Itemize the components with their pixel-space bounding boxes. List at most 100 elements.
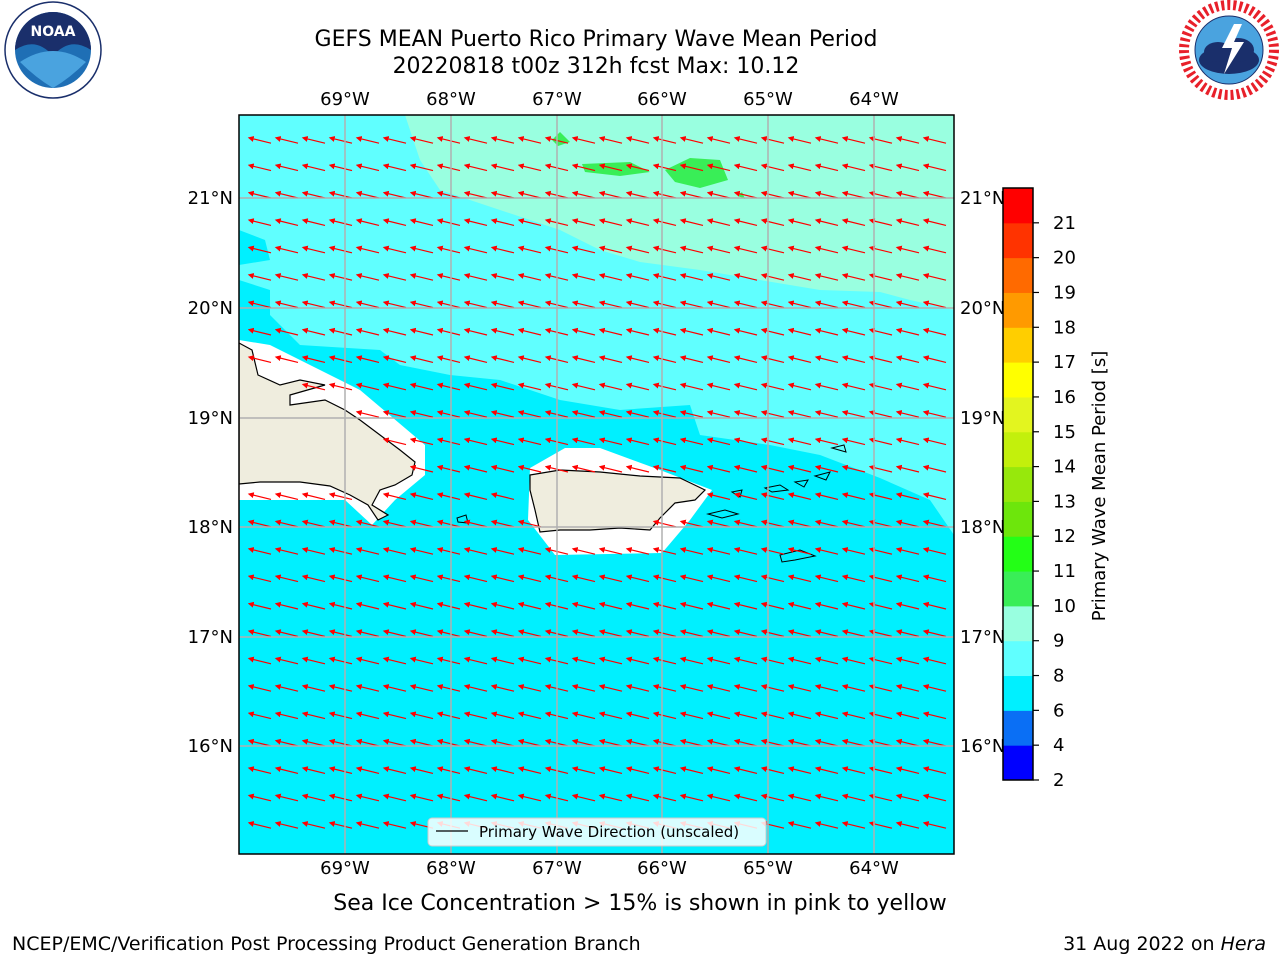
wave-direction-arrow	[787, 601, 812, 610]
wave-direction-arrow	[814, 355, 839, 363]
wave-direction-arrow	[868, 410, 893, 418]
wave-direction-arrow	[490, 218, 515, 226]
wave-direction-arrow	[382, 821, 407, 829]
wave-direction-arrow	[841, 355, 866, 363]
wave-direction-arrow	[841, 766, 866, 774]
wave-direction-arrow	[409, 684, 434, 692]
wave-direction-arrow	[625, 163, 650, 172]
wave-direction-arrow	[490, 684, 515, 692]
wave-direction-arrow	[625, 273, 650, 281]
wave-direction-arrow	[301, 245, 326, 254]
wave-direction-arrow	[571, 629, 596, 637]
wave-direction-arrow	[247, 300, 272, 309]
wave-direction-arrow	[625, 437, 650, 446]
wave-direction-arrow	[247, 136, 272, 144]
wave-direction-arrow	[247, 273, 272, 281]
wave-direction-arrow	[409, 245, 434, 254]
wave-direction-arrow	[571, 245, 596, 254]
wave-direction-arrow	[760, 245, 785, 254]
wave-direction-arrow	[490, 437, 515, 446]
wave-direction-arrow	[922, 711, 947, 720]
wave-direction-arrow	[409, 629, 434, 637]
wave-direction-arrow	[733, 382, 758, 391]
wave-direction-arrow	[517, 711, 542, 720]
wave-direction-arrow	[328, 629, 353, 637]
wave-direction-arrow	[760, 492, 785, 500]
wave-direction-arrow	[760, 273, 785, 281]
wave-direction-arrow	[868, 601, 893, 610]
wave-direction-arrow	[652, 355, 677, 363]
lon-tick-label: 69°W	[320, 89, 370, 110]
wave-direction-arrow	[814, 218, 839, 226]
wave-direction-arrow	[625, 711, 650, 720]
lon-tick-label: 66°W	[637, 89, 687, 110]
colorbar-swatch	[1003, 501, 1033, 537]
wave-direction-arrow	[517, 656, 542, 665]
wave-direction-arrow	[571, 136, 596, 144]
lon-tick-label: 65°W	[743, 89, 793, 110]
wave-direction-arrow	[922, 793, 947, 802]
wave-direction-arrow	[598, 684, 623, 692]
wave-direction-arrow	[652, 382, 677, 391]
wave-direction-arrow	[760, 711, 785, 720]
wave-direction-arrow	[652, 711, 677, 720]
wave-direction-arrow	[787, 766, 812, 774]
wave-direction-arrow	[706, 629, 731, 637]
wave-direction-arrow	[247, 355, 272, 363]
lon-tick-label: 64°W	[849, 89, 899, 110]
wave-direction-arrow	[301, 656, 326, 665]
wave-direction-arrow	[247, 218, 272, 226]
wave-direction-arrow	[328, 711, 353, 720]
wave-direction-arrow	[706, 300, 731, 309]
wave-direction-arrow	[922, 136, 947, 144]
wave-direction-arrow	[895, 273, 920, 281]
wave-direction-arrow	[409, 793, 434, 802]
wave-direction-arrow	[679, 273, 704, 281]
wave-direction-arrow	[382, 437, 407, 446]
wave-direction-arrow	[274, 163, 299, 172]
colorbar-swatch	[1003, 466, 1033, 502]
wave-direction-arrow	[409, 327, 434, 336]
wave-direction-arrow	[706, 574, 731, 583]
lon-tick-label: 67°W	[532, 89, 582, 110]
wave-direction-arrow	[490, 547, 515, 555]
wave-direction-arrow	[841, 300, 866, 309]
wave-direction-arrow	[787, 793, 812, 802]
wave-direction-arrow	[409, 492, 434, 500]
wave-direction-arrow	[679, 684, 704, 692]
wave-direction-arrow	[652, 656, 677, 665]
wave-direction-arrow	[841, 245, 866, 254]
lat-tick-label: 19°N	[960, 408, 1005, 429]
wave-direction-arrow	[544, 382, 569, 391]
wave-direction-arrow	[490, 601, 515, 610]
wave-direction-arrow	[355, 684, 380, 692]
wave-direction-arrow	[355, 629, 380, 637]
wave-direction-arrow	[517, 547, 542, 555]
wave-direction-arrow	[868, 464, 893, 473]
wave-direction-arrow	[787, 245, 812, 254]
wave-direction-arrow	[706, 547, 731, 555]
wave-direction-arrow	[706, 464, 731, 473]
wave-direction-arrow	[625, 355, 650, 363]
wave-direction-arrow	[301, 766, 326, 774]
wave-direction-arrow	[328, 519, 353, 528]
wave-direction-arrow	[274, 793, 299, 802]
wave-direction-arrow	[544, 355, 569, 363]
wave-direction-arrow	[706, 410, 731, 418]
wave-direction-arrow	[598, 136, 623, 144]
wave-direction-arrow	[868, 766, 893, 774]
wave-direction-arrow	[625, 218, 650, 226]
wave-direction-arrow	[490, 629, 515, 637]
wave-direction-arrow	[328, 273, 353, 281]
wave-direction-arrow	[382, 574, 407, 583]
wave-direction-arrow	[571, 163, 596, 172]
wave-direction-arrow	[814, 464, 839, 473]
wave-direction-arrow	[787, 327, 812, 336]
wave-direction-arrow	[517, 382, 542, 391]
wave-direction-arrow	[598, 464, 623, 473]
wave-direction-arrow	[652, 766, 677, 774]
wave-direction-arrow	[382, 273, 407, 281]
wave-direction-arrow	[382, 410, 407, 418]
wave-direction-arrow	[868, 821, 893, 829]
